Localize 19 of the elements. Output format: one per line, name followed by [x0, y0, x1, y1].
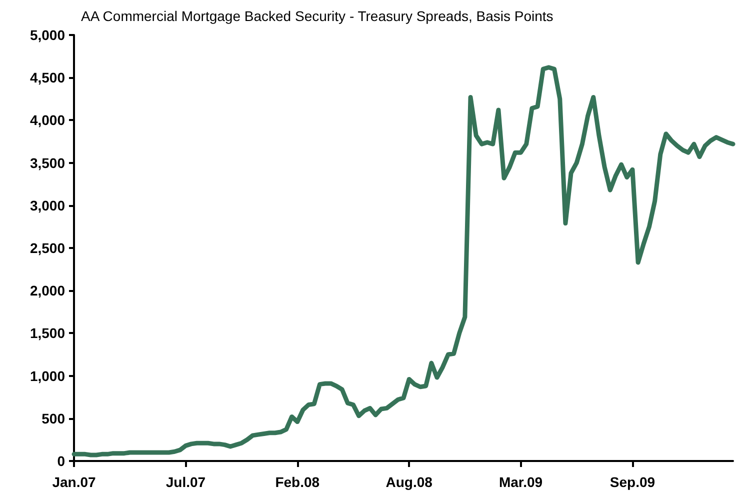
x-tick-label: Sep.09 — [610, 474, 656, 490]
y-tick-label: 2,500 — [30, 240, 66, 256]
y-tick-label: 4,500 — [30, 70, 66, 86]
y-tick-label: 2,000 — [30, 282, 66, 299]
x-tick-label: Aug.08 — [386, 474, 433, 490]
y-tick-label: 1,500 — [30, 325, 66, 342]
y-tick-label: 0 — [57, 453, 66, 469]
line-series — [72, 65, 736, 458]
y-tick-label: 500 — [42, 410, 66, 426]
x-tick-label: Jul.07 — [166, 474, 206, 490]
y-tick-label: 4,000 — [30, 112, 66, 128]
x-tick-label: Feb.08 — [275, 474, 320, 490]
y-tick-label: 5,000 — [30, 27, 66, 43]
y-tick-label: 3,000 — [30, 197, 66, 214]
y-tick-label: 1,000 — [30, 368, 66, 384]
chart-title: AA Commercial Mortgage Backed Security - Treasury Spreads, Basis Points — [81, 8, 554, 24]
x-tick-label: Mar.09 — [498, 474, 543, 490]
x-tick-label: Jan.07 — [52, 474, 96, 490]
y-tick-label: 3,500 — [30, 154, 66, 171]
